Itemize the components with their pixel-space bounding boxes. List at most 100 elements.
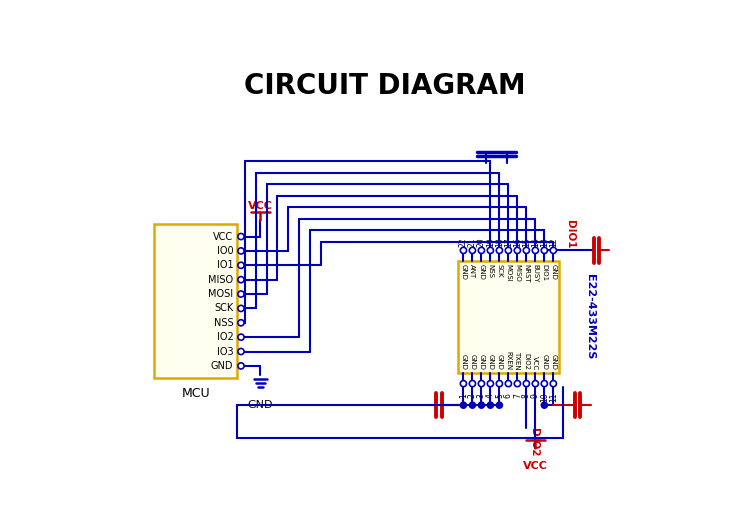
Text: VCC: VCC bbox=[248, 201, 273, 210]
Circle shape bbox=[496, 380, 502, 387]
Text: 18: 18 bbox=[495, 237, 504, 246]
Circle shape bbox=[524, 380, 530, 387]
Circle shape bbox=[496, 247, 502, 254]
Text: E22-433M22S: E22-433M22S bbox=[585, 275, 595, 359]
Text: NSS: NSS bbox=[214, 318, 233, 328]
Text: GND: GND bbox=[542, 354, 548, 370]
Text: 6: 6 bbox=[504, 393, 513, 398]
Text: 20: 20 bbox=[477, 237, 486, 247]
Circle shape bbox=[238, 305, 244, 312]
Text: 21: 21 bbox=[468, 237, 477, 246]
Text: DIO2: DIO2 bbox=[530, 428, 539, 457]
Circle shape bbox=[488, 247, 494, 254]
Text: 14: 14 bbox=[531, 237, 540, 247]
Text: 13: 13 bbox=[540, 237, 549, 247]
Text: BUSY: BUSY bbox=[532, 264, 538, 283]
Text: DIO1: DIO1 bbox=[565, 220, 575, 249]
Text: GND: GND bbox=[460, 264, 466, 280]
Text: 22: 22 bbox=[459, 237, 468, 246]
Text: GND: GND bbox=[496, 354, 502, 370]
Circle shape bbox=[478, 402, 484, 408]
Circle shape bbox=[550, 380, 556, 387]
Text: MISO: MISO bbox=[208, 275, 233, 284]
Text: MOSI: MOSI bbox=[208, 289, 233, 299]
Text: DIO1: DIO1 bbox=[542, 264, 548, 281]
Text: IO2: IO2 bbox=[217, 332, 233, 342]
Text: TXEN: TXEN bbox=[514, 351, 520, 370]
Circle shape bbox=[524, 247, 530, 254]
Text: GND: GND bbox=[460, 354, 466, 370]
Text: IO0: IO0 bbox=[217, 246, 233, 256]
Text: GND: GND bbox=[550, 354, 556, 370]
Text: 7: 7 bbox=[513, 393, 522, 398]
Circle shape bbox=[238, 349, 244, 355]
Circle shape bbox=[238, 262, 244, 268]
Circle shape bbox=[238, 277, 244, 283]
Text: 19: 19 bbox=[486, 237, 495, 247]
Text: 3: 3 bbox=[477, 393, 486, 398]
Text: GND: GND bbox=[488, 354, 494, 370]
Text: VCC: VCC bbox=[213, 231, 233, 242]
Text: VCC: VCC bbox=[523, 462, 548, 472]
Text: 4: 4 bbox=[486, 393, 495, 398]
Text: MOSI: MOSI bbox=[506, 264, 512, 282]
Circle shape bbox=[478, 380, 484, 387]
Text: GND: GND bbox=[248, 400, 273, 410]
Circle shape bbox=[238, 334, 244, 340]
Text: 9: 9 bbox=[531, 393, 540, 398]
Circle shape bbox=[238, 291, 244, 297]
Text: 15: 15 bbox=[522, 237, 531, 247]
Circle shape bbox=[460, 380, 466, 387]
Circle shape bbox=[238, 320, 244, 326]
Bar bbox=[154, 224, 237, 378]
Text: 12: 12 bbox=[549, 237, 558, 246]
Text: 11: 11 bbox=[549, 393, 558, 402]
Circle shape bbox=[460, 247, 466, 254]
Circle shape bbox=[532, 247, 538, 254]
Text: GND: GND bbox=[470, 354, 476, 370]
Text: GND: GND bbox=[478, 264, 484, 280]
Text: RXEN: RXEN bbox=[506, 351, 512, 370]
Text: DIO2: DIO2 bbox=[524, 353, 530, 370]
Text: MCU: MCU bbox=[182, 388, 210, 401]
Text: NRST: NRST bbox=[524, 264, 530, 283]
Circle shape bbox=[488, 402, 494, 408]
Text: SCK: SCK bbox=[496, 264, 502, 278]
Text: NSS: NSS bbox=[488, 264, 494, 278]
Text: 8: 8 bbox=[522, 393, 531, 398]
Circle shape bbox=[514, 247, 520, 254]
Text: IO3: IO3 bbox=[217, 346, 233, 356]
Text: GND: GND bbox=[550, 264, 556, 280]
Text: VCC: VCC bbox=[532, 355, 538, 370]
Circle shape bbox=[238, 233, 244, 240]
Circle shape bbox=[542, 380, 548, 387]
Text: 16: 16 bbox=[513, 237, 522, 247]
Circle shape bbox=[470, 247, 476, 254]
Circle shape bbox=[470, 402, 476, 408]
Text: 2: 2 bbox=[468, 393, 477, 398]
Circle shape bbox=[488, 380, 494, 387]
Circle shape bbox=[532, 380, 538, 387]
Text: ANT: ANT bbox=[470, 264, 476, 279]
Text: CIRCUIT DIAGRAM: CIRCUIT DIAGRAM bbox=[244, 71, 525, 100]
Text: MISO: MISO bbox=[514, 264, 520, 282]
Circle shape bbox=[542, 247, 548, 254]
Text: GND: GND bbox=[478, 354, 484, 370]
Circle shape bbox=[496, 402, 502, 408]
Text: GND: GND bbox=[211, 361, 233, 371]
Circle shape bbox=[514, 380, 520, 387]
Text: 17: 17 bbox=[504, 237, 513, 247]
Circle shape bbox=[506, 380, 512, 387]
Circle shape bbox=[238, 363, 244, 369]
Bar bbox=[458, 261, 559, 373]
Text: 5: 5 bbox=[495, 393, 504, 398]
Circle shape bbox=[478, 247, 484, 254]
Circle shape bbox=[238, 248, 244, 254]
Circle shape bbox=[460, 402, 466, 408]
Circle shape bbox=[506, 247, 512, 254]
Circle shape bbox=[470, 380, 476, 387]
Circle shape bbox=[550, 247, 556, 254]
Text: 10: 10 bbox=[540, 393, 549, 403]
Text: IO1: IO1 bbox=[217, 260, 233, 270]
Text: 1: 1 bbox=[459, 393, 468, 398]
